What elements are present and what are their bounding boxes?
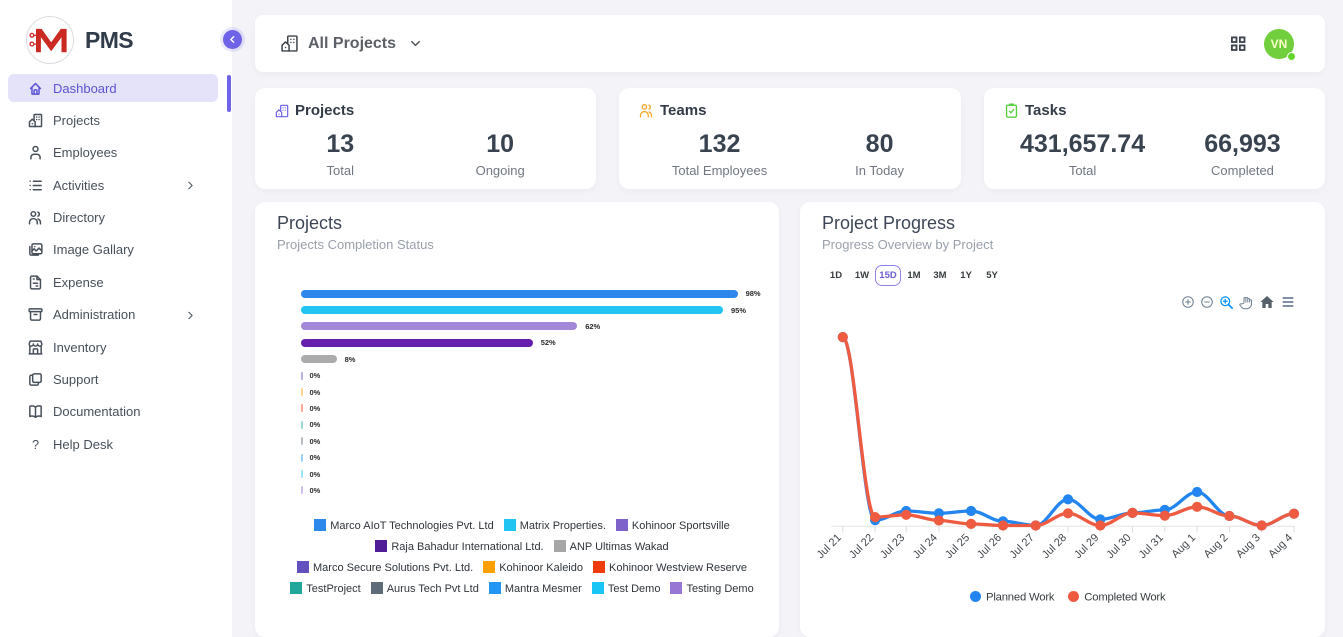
svg-text:?: ?: [32, 437, 39, 452]
svg-text:Jul 21: Jul 21: [815, 532, 844, 561]
svg-text:Jul 26: Jul 26: [975, 532, 1004, 561]
svg-text:Jul 29: Jul 29: [1072, 532, 1101, 561]
svg-text:Jul 30: Jul 30: [1104, 532, 1133, 561]
svg-text:Jul 25: Jul 25: [943, 532, 972, 561]
svg-text:Aug 4: Aug 4: [1266, 532, 1295, 561]
svg-text:Jul 22: Jul 22: [847, 532, 876, 561]
svg-text:Jul 31: Jul 31: [1137, 532, 1166, 561]
svg-text:Aug 1: Aug 1: [1169, 532, 1198, 561]
svg-text:Aug 2: Aug 2: [1202, 532, 1231, 561]
svg-text:Jul 28: Jul 28: [1040, 532, 1069, 561]
svg-text:Jul 27: Jul 27: [1008, 532, 1037, 561]
svg-text:Jul 23: Jul 23: [878, 532, 907, 561]
svg-text:Jul 24: Jul 24: [911, 532, 940, 561]
svg-text:Aug 3: Aug 3: [1234, 532, 1263, 561]
